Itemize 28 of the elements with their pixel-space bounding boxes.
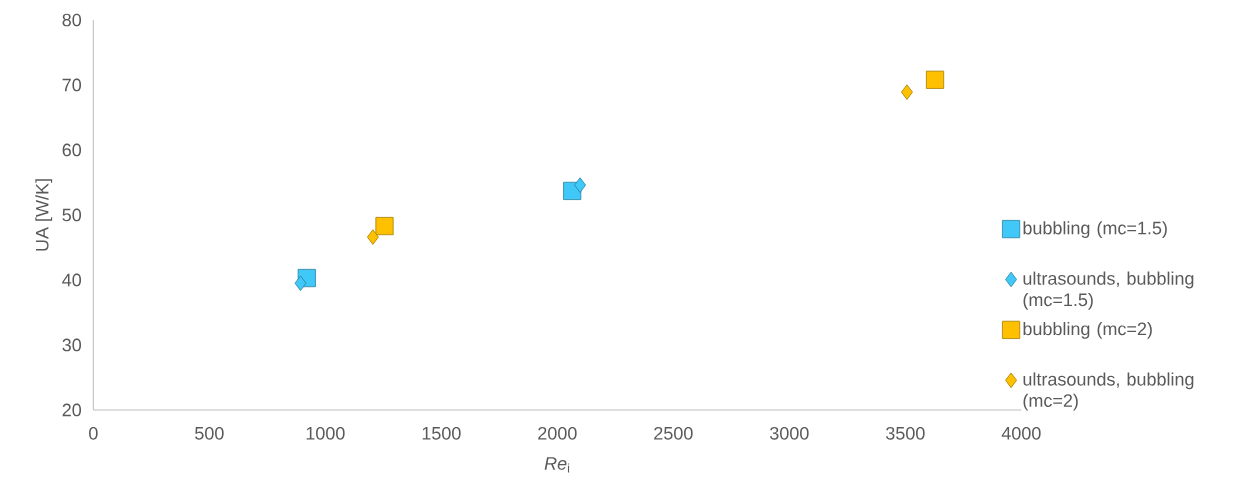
y-tick-label: 80 (62, 13, 82, 27)
x-tick-label: 2500 (654, 426, 693, 440)
x-tick-label: 500 (195, 426, 224, 440)
x-tick-label: 3000 (770, 426, 809, 440)
y-tick-label: 70 (62, 78, 82, 92)
legend-label: bubbling (mc=1.5) (1023, 221, 1167, 238)
point (294, 275, 307, 291)
y-axis-title: UA [W/K] (35, 179, 53, 251)
legend-label: bubbling (mc=2) (1023, 322, 1152, 339)
y-tick-label: 50 (62, 208, 82, 222)
legend-label: ultrasounds, bubbling (mc=2) (1023, 372, 1194, 411)
y-tick-label: 20 (62, 403, 82, 417)
point (925, 70, 945, 89)
point (574, 177, 586, 193)
point (367, 229, 379, 245)
point (375, 216, 394, 236)
point (901, 84, 913, 100)
legend-label: ultrasounds, bubbling (mc=1.5) (1023, 271, 1194, 310)
x-tick-label: 1000 (306, 426, 345, 440)
x-tick-label: 0 (89, 426, 98, 440)
x-tick-label: 1500 (422, 426, 461, 440)
y-tick-label: 60 (62, 143, 82, 157)
x-axis-title: Re$_{i}$ (544, 457, 570, 473)
y-tick-label: 40 (62, 273, 82, 287)
y-tick-label: 30 (62, 338, 82, 352)
x-tick-label: 4000 (1001, 426, 1041, 440)
x-tick-label: 2000 (538, 426, 577, 440)
x-tick-label: 3500 (886, 426, 925, 440)
